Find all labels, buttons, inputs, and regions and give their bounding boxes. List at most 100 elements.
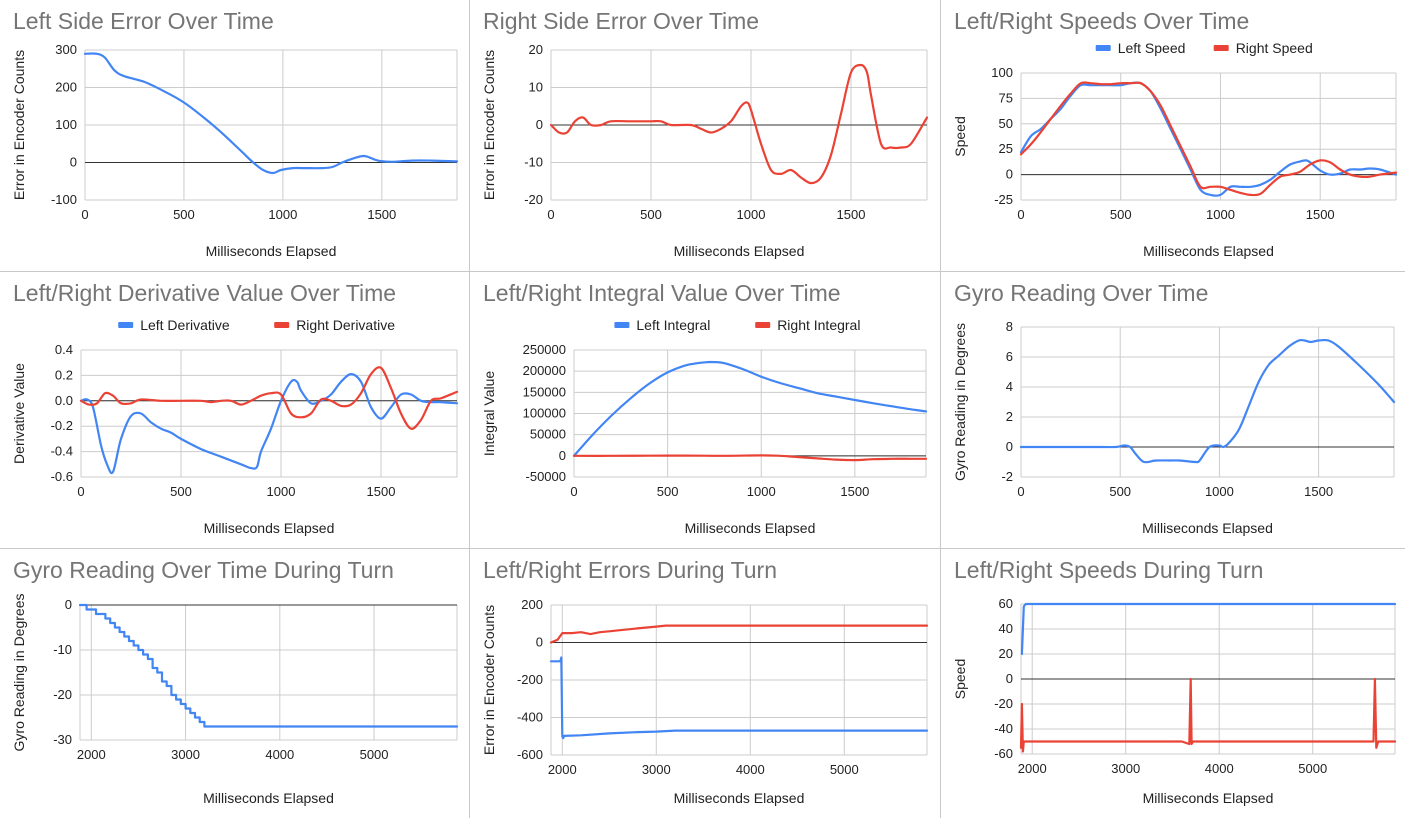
series-line [1019,677,1397,753]
chart-title: Left/Right Speeds Over Time [954,8,1249,34]
y-tick-label: 0 [1006,439,1013,454]
x-tick-label: 1500 [840,484,869,499]
y-tick-label: 100000 [523,406,566,421]
chart-title: Right Side Error Over Time [483,8,759,34]
chart-left-error: Left Side Error Over Time -100 0 100 200 300 0… [11,8,459,259]
chart-errors-turn: Left/Right Errors During Turn -600 -400 -20… [481,557,929,806]
chart-grid [79,604,458,741]
x-tick-label: 1500 [837,207,866,222]
chart-panel-gyro: Gyro Reading Over Time -2 0 2 4 6 8 0 500 1000 150… [941,272,1405,548]
y-tick-label: -100 [51,192,77,207]
chart-panel-right-error: Right Side Error Over Time -20 -10 0 10 20 0 50… [470,0,940,271]
y-tick-label: -0.2 [51,418,73,433]
x-tick-label: 0 [547,207,554,222]
x-tick-label: 5000 [360,747,389,762]
y-tick-label: 60 [999,596,1013,611]
y-tick-label: -10 [524,155,543,170]
y-tick-label: -20 [994,696,1013,711]
chart-grid [1020,326,1395,478]
chart-panel-left-error: Left Side Error Over Time -100 0 100 200 300 0… [0,0,469,271]
x-tick-label: 1000 [737,207,766,222]
divider [0,548,1405,549]
x-axis-label: Milliseconds Elapsed [674,790,805,806]
y-tick-label: -40 [994,721,1013,736]
x-tick-label: 0 [1017,484,1024,499]
y-tick-label: 20 [529,42,543,57]
y-axis-label: Integral Value [481,371,497,457]
y-tick-label: 0.2 [55,367,73,382]
chart-grid [573,349,927,478]
x-tick-label: 4000 [265,747,294,762]
y-tick-label: -20 [524,192,543,207]
y-tick-label: 200000 [523,363,566,378]
y-tick-label: 200 [521,597,543,612]
x-tick-label: 0 [570,484,577,499]
legend-swatch [755,322,771,328]
y-tick-label: -600 [517,747,543,762]
series-line [79,373,459,475]
chart-title: Left/Right Speeds During Turn [954,557,1263,583]
series-line [1019,338,1396,464]
y-tick-label: 200 [55,80,77,95]
y-tick-label: 6 [1006,349,1013,364]
y-tick-label: -50000 [526,469,566,484]
chart-panel-integral: Left/Right Integral Value Over Time Left … [470,272,940,548]
x-tick-label: 500 [1109,484,1131,499]
y-tick-label: -0.6 [51,469,73,484]
chart-title: Left/Right Integral Value Over Time [483,280,841,306]
x-tick-label: 0 [1017,207,1024,222]
chart-derivative: Left/Right Derivative Value Over Time Lef… [11,280,459,536]
x-tick-label: 4000 [1205,761,1234,776]
y-tick-label: -60 [994,746,1013,761]
x-tick-label: 1000 [1205,484,1234,499]
x-tick-label: 0 [77,484,84,499]
x-tick-label: 1500 [1306,207,1335,222]
chart-grid [84,49,458,201]
y-tick-label: 0.0 [55,393,73,408]
y-tick-label: 20 [999,646,1013,661]
series-line [79,366,459,430]
chart-panel-speeds: Left/Right Speeds Over Time Left Speed Rig… [941,0,1405,271]
legend-label: Left Integral [636,317,710,333]
x-tick-label: 500 [640,207,662,222]
x-tick-label: 500 [170,484,192,499]
x-tick-label: 1000 [747,484,776,499]
y-tick-label: 0 [536,117,543,132]
y-axis-label: Gyro Reading in Degrees [11,594,27,752]
legend-label: Right Derivative [296,317,395,333]
y-tick-label: -200 [517,672,543,687]
x-tick-label: 500 [173,207,195,222]
chart-title: Left/Right Errors During Turn [483,557,777,583]
chart-gyro-turn: Gyro Reading Over Time During Turn -30 -20… [11,557,459,806]
x-tick-label: 1000 [268,207,297,222]
y-axis-label: Error in Encoder Counts [481,50,497,200]
x-axis-label: Milliseconds Elapsed [685,520,816,536]
x-tick-label: 0 [81,207,88,222]
y-tick-label: 8 [1006,319,1013,334]
chart-title: Gyro Reading Over Time During Turn [13,557,394,583]
chart-right-error: Right Side Error Over Time -20 -10 0 10 20 0 50… [481,8,929,259]
chart-legend: Left Integral Right Integral [614,317,860,333]
x-axis-label: Milliseconds Elapsed [204,520,335,536]
chart-title: Left Side Error Over Time [13,8,274,34]
x-tick-label: 3000 [1111,761,1140,776]
y-axis-label: Gyro Reading in Degrees [952,323,968,481]
chart-gyro: Gyro Reading Over Time -2 0 2 4 6 8 0 500 1000 150… [952,280,1396,536]
y-tick-label: 0 [559,448,566,463]
x-tick-label: 1000 [267,484,296,499]
y-tick-label: 50 [999,116,1013,131]
y-tick-label: 2 [1006,409,1013,424]
y-tick-label: -25 [994,192,1013,207]
series-line [1020,602,1397,656]
chart-panel-errors-turn: Left/Right Errors During Turn -600 -400 -20… [470,549,940,818]
series-line [78,603,459,728]
chart-title: Gyro Reading Over Time [954,280,1208,306]
x-axis-label: Milliseconds Elapsed [1143,790,1274,806]
y-tick-label: -0.4 [51,444,73,459]
y-axis-label: Derivative Value [11,363,27,464]
y-tick-label: -2 [1001,469,1013,484]
series-line [549,624,929,644]
y-axis-label: Error in Encoder Counts [481,605,497,755]
y-tick-label: 0 [65,597,72,612]
legend-swatch [274,322,290,328]
